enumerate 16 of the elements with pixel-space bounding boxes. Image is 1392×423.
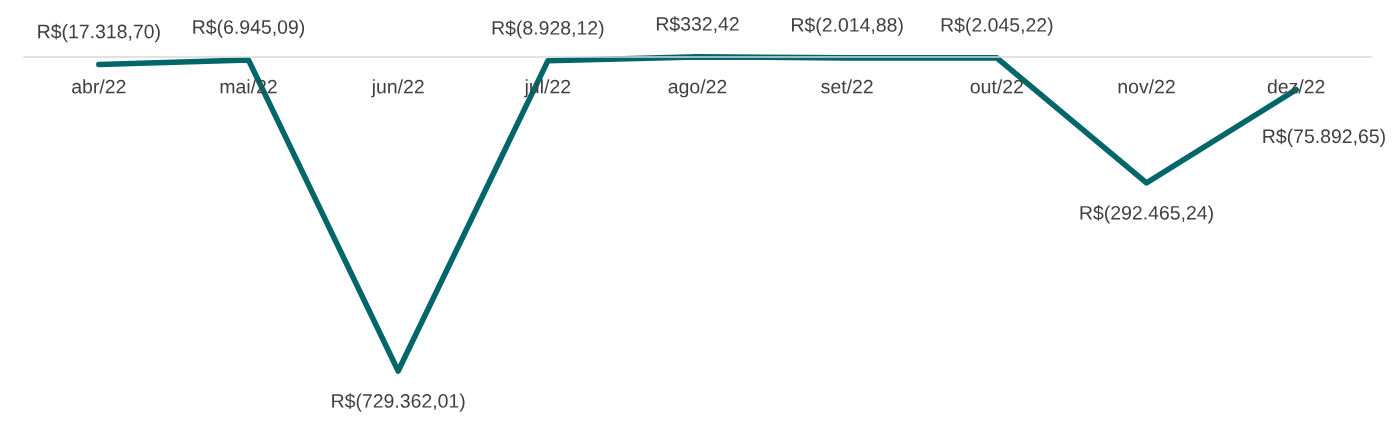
data-label: R$(75.892,65) [1263,128,1385,147]
data-label: R$(8.928,12) [492,20,604,39]
data-label: R$(2.045,22) [941,17,1053,36]
data-label: R$(17.318,70) [38,23,160,43]
x-tick-label: out/22 [970,79,1023,94]
x-tick-label: abr/22 [72,79,126,94]
data-label: R$(729.362,01) [332,393,465,412]
x-tick-label: nov/22 [1118,79,1175,94]
data-label: R$(6.945,09) [193,19,305,38]
x-tick-label: ago/22 [668,79,727,98]
data-label: R$(292.465,24) [1080,205,1213,224]
x-tick-label: jun/22 [371,79,424,98]
data-label: R$(2.014,88) [792,17,903,36]
data-label: R$332,42 [656,16,739,34]
x-tick-label: set/22 [821,79,873,94]
x-tick-label: dez/22 [1267,79,1325,94]
